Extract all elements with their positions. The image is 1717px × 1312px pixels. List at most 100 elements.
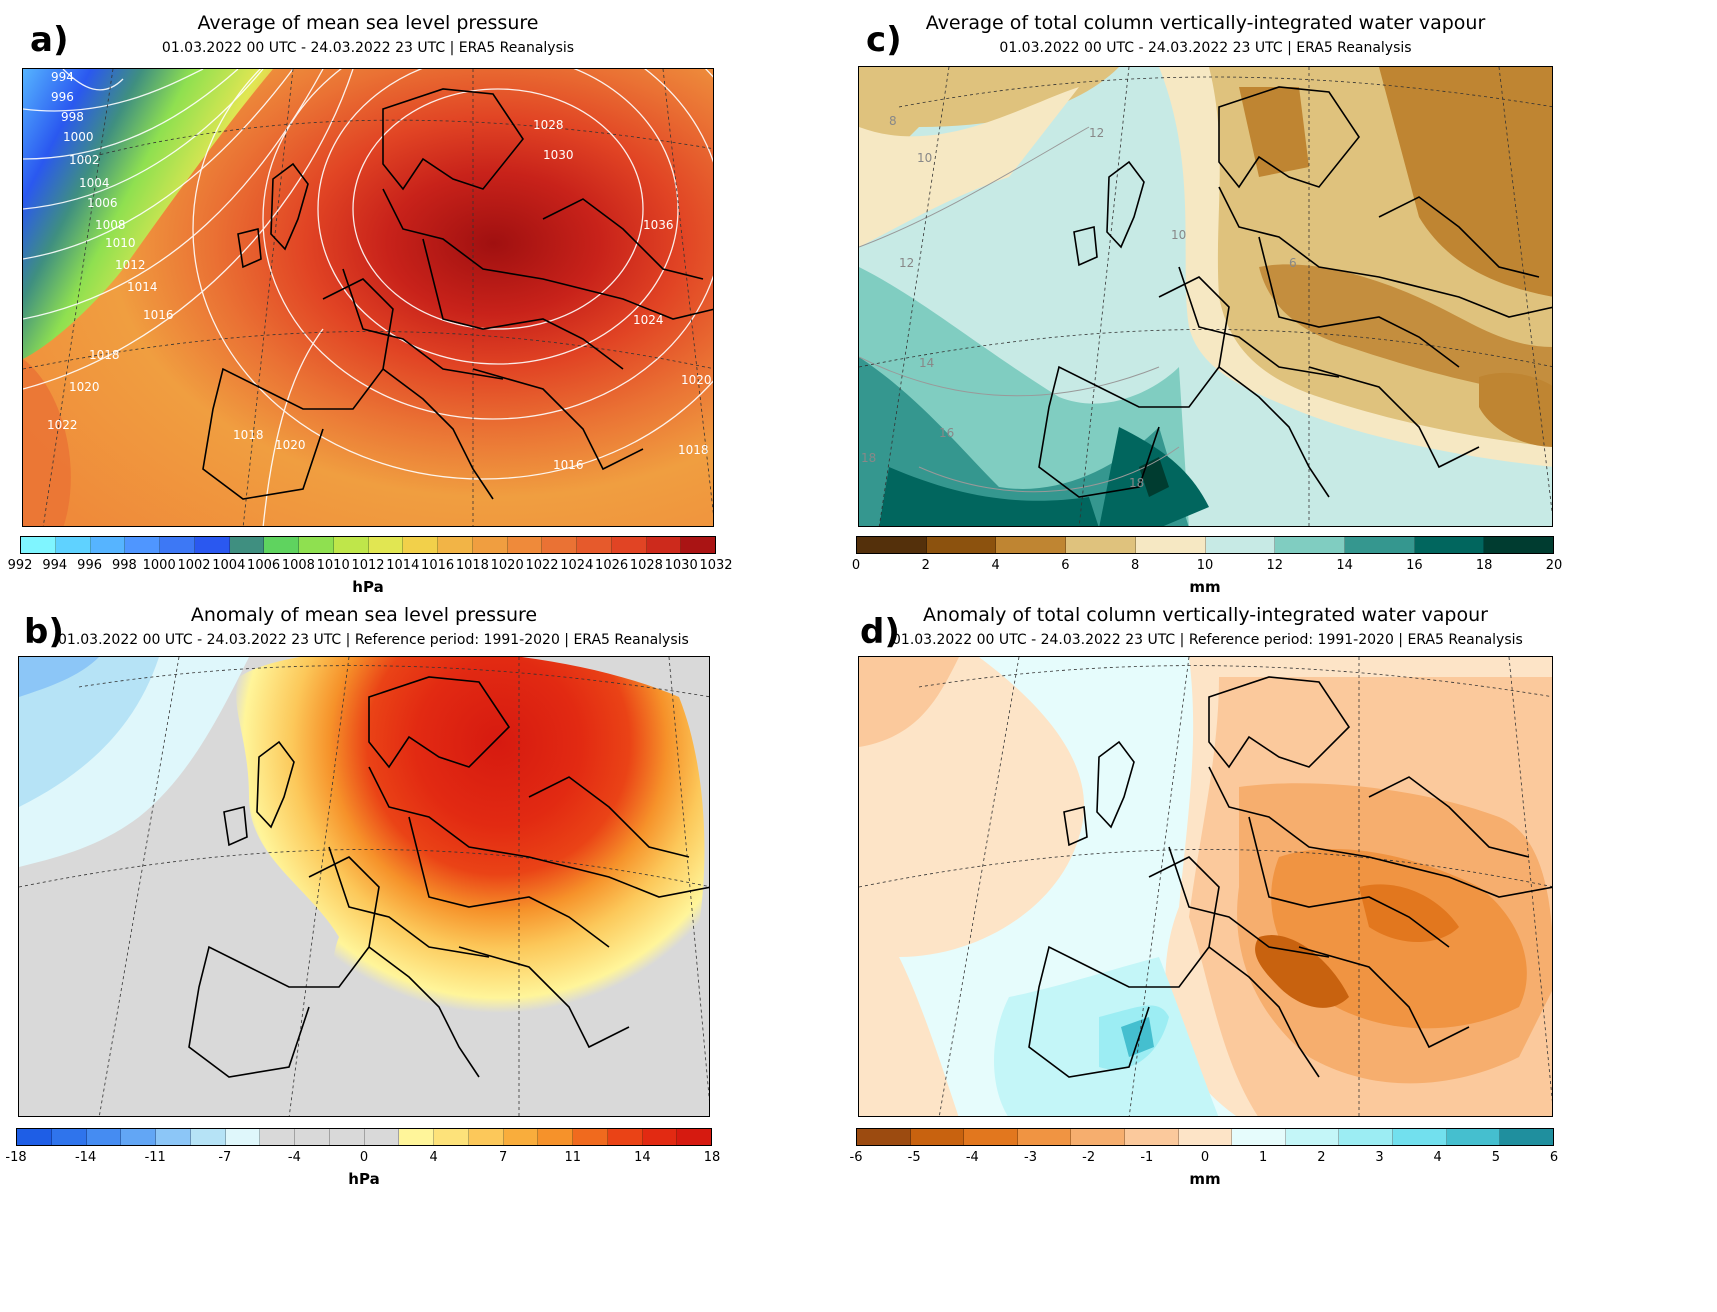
colorbar-ticks: -6 -5 -4 -3 -2 -1 0 1 2 3 4 5 6 xyxy=(850,1150,1559,1168)
colorbar-mslp-average xyxy=(20,536,716,554)
colorbar-tick-label: 2 xyxy=(921,558,930,573)
colorbar-swatch xyxy=(225,1129,261,1145)
contour-label: 1018 xyxy=(89,348,120,362)
contour-label: 1020 xyxy=(275,438,306,452)
contour-label: 1020 xyxy=(69,380,100,394)
colorbar-swatch xyxy=(295,1129,330,1145)
colorbar-tick-label: 1026 xyxy=(595,558,629,573)
panel-label: d) xyxy=(860,612,900,652)
colorbar-swatch xyxy=(1285,1129,1340,1145)
colorbar-tick-label: 1012 xyxy=(351,558,385,573)
colorbar-tick-label: -14 xyxy=(74,1150,97,1165)
colorbar-swatch xyxy=(1017,1129,1072,1145)
colorbar-swatch xyxy=(573,1129,608,1145)
colorbar-swatch xyxy=(190,1129,226,1145)
contour-label: 10 xyxy=(1171,228,1186,242)
colorbar-swatch xyxy=(1344,537,1415,553)
colorbar-tick-label: 1008 xyxy=(281,558,315,573)
colorbar-swatch xyxy=(1071,1129,1126,1145)
contour-label: 16 xyxy=(939,426,954,440)
colorbar-swatch xyxy=(364,1129,400,1145)
colorbar-tick-label: 1000 xyxy=(142,558,176,573)
colorbar-swatch xyxy=(646,537,682,553)
colorbar-tick-label: -11 xyxy=(144,1150,166,1165)
colorbar-tick-label: 4 xyxy=(1433,1150,1442,1165)
colorbar-swatch xyxy=(1232,1129,1286,1145)
contour-label: 1014 xyxy=(127,280,158,294)
colorbar-swatch xyxy=(1178,1129,1233,1145)
colorbar-tick-label: -4 xyxy=(287,1150,301,1165)
contour-label: 1000 xyxy=(63,130,94,144)
colorbar-tick-label: -7 xyxy=(218,1150,232,1165)
contour-label: 1018 xyxy=(678,443,709,457)
panel-subtitle: 01.03.2022 00 UTC - 24.03.2022 23 UTC | … xyxy=(58,632,689,648)
colorbar-tick-label: 994 xyxy=(42,558,68,573)
colorbar-water-vapour-anomaly xyxy=(856,1128,1554,1146)
panel-title: Average of total column vertically-integ… xyxy=(925,12,1486,34)
colorbar-swatch xyxy=(21,537,56,553)
colorbar-tick-label: 11 xyxy=(564,1150,582,1165)
colorbar-swatch xyxy=(677,1129,711,1145)
colorbar-swatch xyxy=(299,537,334,553)
colorbar-swatch xyxy=(1205,537,1276,553)
colorbar-tick-label: 4 xyxy=(429,1150,438,1165)
colorbar-swatch xyxy=(1135,537,1206,553)
colorbar-tick-label: 1018 xyxy=(455,558,489,573)
colorbar-tick-label: -2 xyxy=(1082,1150,1096,1165)
colorbar-tick-label: 1016 xyxy=(421,558,455,573)
colorbar-tick-label: 10 xyxy=(1196,558,1214,573)
contour-label: 14 xyxy=(919,356,934,370)
colorbar-swatch xyxy=(1393,1129,1447,1145)
contour-label: 1016 xyxy=(553,458,584,472)
colorbar-tick-label: 1002 xyxy=(177,558,211,573)
colorbar-tick-label: 20 xyxy=(1545,558,1563,573)
colorbar-tick-label: -18 xyxy=(5,1150,27,1165)
colorbar-swatch xyxy=(329,1129,365,1145)
colorbar-swatch xyxy=(90,537,126,553)
colorbar-swatch xyxy=(507,537,543,553)
colorbar-tick-label: 998 xyxy=(111,558,137,573)
colorbar-tick-label: -3 xyxy=(1024,1150,1037,1165)
contour-label: 1002 xyxy=(69,153,100,167)
colorbar-mslp-anomaly xyxy=(16,1128,712,1146)
contour-label: 998 xyxy=(61,110,84,124)
map-water-vapour-average: 8 10 12 14 16 18 18 10 6 12 xyxy=(858,66,1553,527)
panel-subtitle: 01.03.2022 00 UTC - 24.03.2022 23 UTC | … xyxy=(161,40,575,56)
panel-title: Anomaly of mean sea level pressure xyxy=(190,604,538,626)
colorbar-tick-label: 1014 xyxy=(386,558,420,573)
contour-label: 1028 xyxy=(533,118,564,132)
colorbar-swatch xyxy=(1414,537,1485,553)
contour-label: 1030 xyxy=(543,148,574,162)
colorbar-swatch xyxy=(17,1129,52,1145)
colorbar-tick-label: 1024 xyxy=(560,558,594,573)
colorbar-tick-label: 1022 xyxy=(525,558,559,573)
contour-label: 12 xyxy=(899,256,914,270)
contour-label: 1010 xyxy=(105,236,136,250)
colorbar-tick-label: 0 xyxy=(851,558,861,573)
colorbar-swatch xyxy=(260,1129,295,1145)
colorbar-swatch xyxy=(264,537,299,553)
colorbar-unit: hPa xyxy=(348,1170,380,1188)
colorbar-water-vapour-average xyxy=(856,536,1554,554)
contour-label: 994 xyxy=(51,70,74,84)
contour-label: 18 xyxy=(1129,476,1144,490)
contour-label: 1020 xyxy=(681,373,712,387)
colorbar-swatch xyxy=(926,537,997,553)
colorbar-swatch xyxy=(51,1129,87,1145)
colorbar-swatch xyxy=(642,1129,678,1145)
contour-label: 1018 xyxy=(233,428,264,442)
colorbar-tick-label: 1004 xyxy=(212,558,246,573)
colorbar-tick-label: 5 xyxy=(1491,1150,1500,1165)
colorbar-tick-label: -1 xyxy=(1140,1150,1154,1165)
colorbar-swatch xyxy=(399,1129,434,1145)
contour-label: 1036 xyxy=(643,218,674,232)
contour-label: 8 xyxy=(889,114,897,128)
colorbar-tick-label: -4 xyxy=(965,1150,979,1165)
colorbar-swatch xyxy=(55,537,91,553)
colorbar-tick-label: 0 xyxy=(1200,1150,1210,1165)
colorbar-swatch xyxy=(86,1129,122,1145)
colorbar-swatch xyxy=(538,1129,573,1145)
panel-title: Anomaly of total column vertically-integ… xyxy=(923,604,1488,626)
colorbar-ticks: -18 -14 -11 -7 -4 0 4 7 11 14 18 xyxy=(5,1150,720,1168)
colorbar-swatch xyxy=(607,1129,643,1145)
